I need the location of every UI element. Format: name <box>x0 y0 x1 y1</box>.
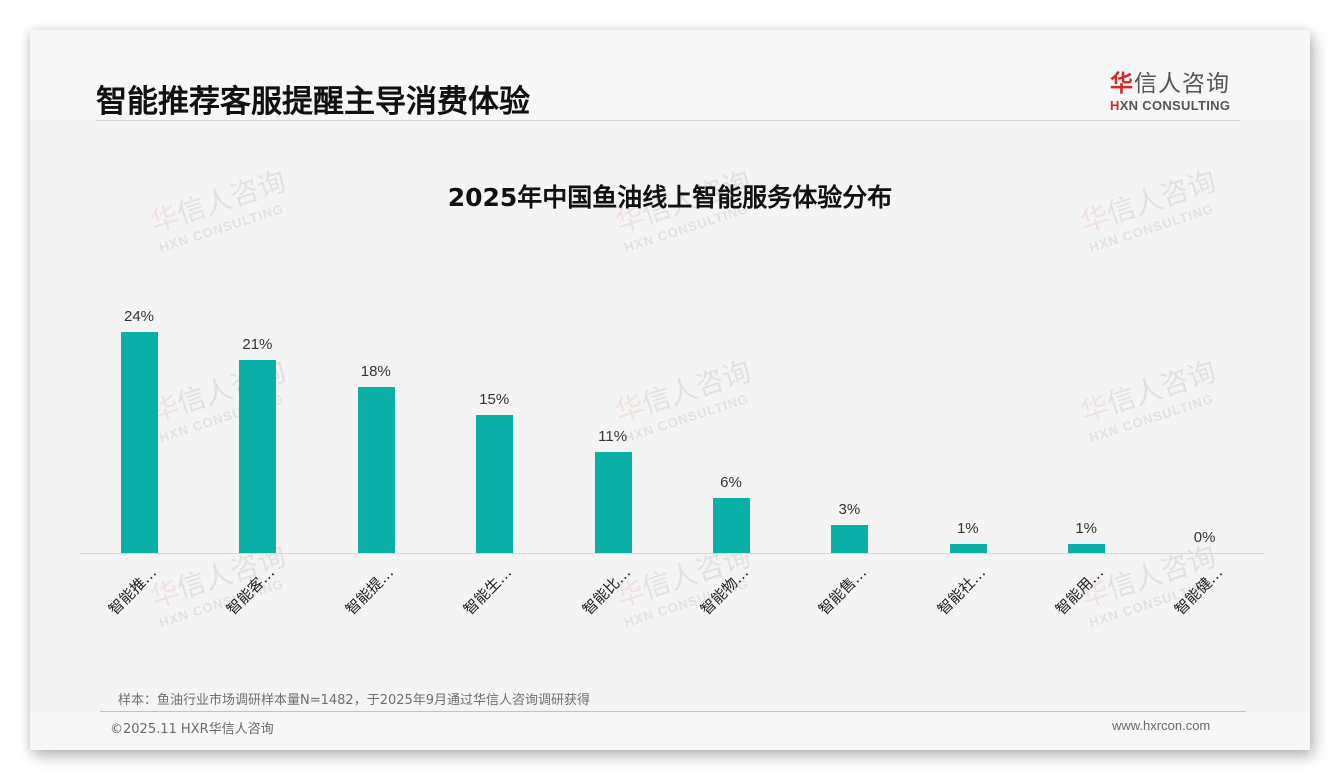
bar-group: 3% <box>790 280 908 553</box>
slide: 华信人咨询 HXN CONSULTING 华信人咨询 HXN CONSULTING 华信… <box>30 30 1310 750</box>
bar[interactable] <box>121 332 158 553</box>
data-label: 0% <box>1193 529 1216 546</box>
bar-group: 0% <box>1146 280 1264 553</box>
sample-note: 样本：鱼油行业市场调研样本量N=1482，于2025年9月通过华信人咨询调研获得 <box>118 693 591 708</box>
footer-divider <box>100 711 1246 712</box>
x-axis-tick-label: 智能提… <box>341 563 397 619</box>
brand-logo: 华信人咨询 HXN CONSULTING <box>1110 64 1250 113</box>
x-axis-tick-label: 智能健… <box>1170 563 1226 619</box>
data-label: 15% <box>479 390 510 408</box>
x-axis-tick-label: 智能物… <box>696 563 753 619</box>
bar-group: 24% <box>80 280 198 553</box>
bar[interactable] <box>1068 543 1106 553</box>
bar-group: 15% <box>435 280 553 553</box>
x-axis-tick-label: 智能售… <box>815 563 871 619</box>
data-label: 21% <box>242 335 273 353</box>
copyright: ©2025.11 HXR华信人咨询 <box>110 722 274 737</box>
bar[interactable] <box>831 525 869 553</box>
bar[interactable] <box>476 414 514 553</box>
bar-group: 21% <box>198 280 316 553</box>
x-axis-tick-label: 智能社… <box>933 563 989 619</box>
logo-cn: 华信人咨询 <box>1110 71 1230 97</box>
x-axis-tick-label: 智能比… <box>578 563 634 619</box>
website-link[interactable]: www.hxrcon.com <box>1112 718 1211 733</box>
data-label: 18% <box>360 363 391 381</box>
bar-group: 1% <box>909 280 1027 553</box>
footer-band <box>30 712 1310 750</box>
header-band <box>30 30 1310 120</box>
bar-group: 6% <box>672 280 790 553</box>
bar-group: 11% <box>554 280 672 553</box>
data-label: 11% <box>598 427 628 445</box>
data-label: 1% <box>1075 519 1098 537</box>
bar-group: 18% <box>317 280 435 553</box>
page-title: 智能推荐客服提醒主导消费体验 <box>96 84 530 120</box>
bar[interactable] <box>357 387 395 553</box>
bar[interactable] <box>949 543 987 553</box>
bar-chart: 24% 智能推… 21% 智能客… 18% 智能提… 15% 智能生… 11% 智能比… 6% 智能物… <box>80 280 1264 680</box>
title-divider <box>96 120 1240 121</box>
data-label: 1% <box>956 519 979 537</box>
x-axis-tick-label: 智能推… <box>104 563 161 619</box>
bar[interactable] <box>239 359 277 553</box>
bar[interactable] <box>594 451 632 553</box>
x-axis-tick-label: 智能生… <box>460 563 516 619</box>
bar[interactable] <box>713 497 750 553</box>
data-label: 6% <box>720 473 742 491</box>
bar-group: 1% <box>1027 280 1145 553</box>
data-label: 3% <box>838 501 861 519</box>
x-axis-tick-label: 智能客… <box>223 563 279 619</box>
logo-en: HXN CONSULTING <box>1110 98 1231 113</box>
x-axis-line <box>80 553 1264 554</box>
data-label: 24% <box>123 308 155 325</box>
chart-title: 2025年中国鱼油线上智能服务体验分布 <box>447 183 893 212</box>
x-axis-tick-label: 智能用… <box>1052 563 1108 619</box>
